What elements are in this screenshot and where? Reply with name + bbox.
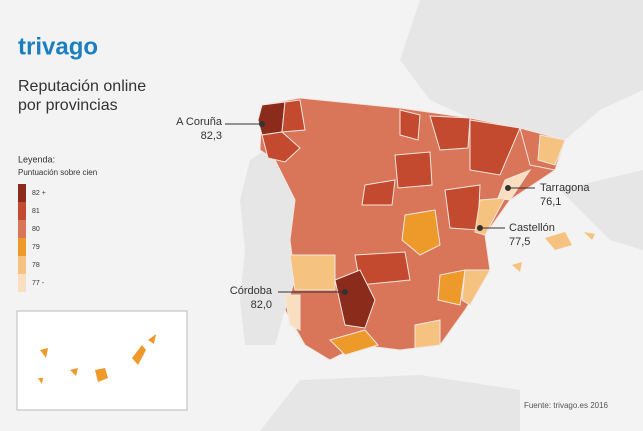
france xyxy=(400,0,643,140)
callout-dot xyxy=(259,121,265,127)
logo: trivago xyxy=(18,33,98,60)
callout-dot xyxy=(477,225,483,231)
title: Reputación online xyxy=(18,78,146,95)
island xyxy=(40,348,48,358)
callout-dot xyxy=(505,185,511,191)
province xyxy=(394,151,433,189)
africa xyxy=(260,375,520,431)
legend-label: 79 xyxy=(32,244,40,251)
legend-label: 80 xyxy=(32,226,40,233)
annotation-value: 82,0 xyxy=(251,299,272,311)
annotation-value: 82,3 xyxy=(201,130,222,142)
legend-label: 82 + xyxy=(32,190,46,197)
canary-islands xyxy=(38,334,156,384)
island xyxy=(95,368,108,382)
legend-swatch xyxy=(18,184,26,202)
annotation-value: 77,5 xyxy=(509,236,530,248)
callout-dot xyxy=(342,289,348,295)
province xyxy=(281,99,306,133)
province xyxy=(469,119,521,176)
italy-sardinia xyxy=(560,170,643,250)
island xyxy=(70,368,78,376)
source: Fuente: trivago.es 2016 xyxy=(524,401,609,410)
province xyxy=(329,329,379,356)
province xyxy=(334,269,376,329)
province xyxy=(257,101,286,136)
province xyxy=(461,269,491,306)
legend-title: Leyenda: xyxy=(18,154,55,164)
island xyxy=(148,334,156,344)
province xyxy=(289,254,336,291)
province xyxy=(429,115,471,151)
province xyxy=(361,179,396,206)
island xyxy=(132,345,146,365)
annotation-name: Tarragona xyxy=(540,182,590,194)
province xyxy=(284,294,301,331)
annotation-name: Córdoba xyxy=(230,285,273,297)
province xyxy=(399,109,421,141)
legend-label: 78 xyxy=(32,262,40,269)
legend-swatch xyxy=(18,238,26,256)
province xyxy=(497,168,532,201)
province xyxy=(414,319,441,349)
legend: 82 + 81 80 79 78 77 - xyxy=(18,184,46,292)
island xyxy=(584,232,595,240)
portugal xyxy=(240,150,295,345)
island xyxy=(38,378,43,384)
annotation-value: 76,1 xyxy=(540,196,561,208)
legend-label: 77 - xyxy=(32,280,45,287)
province xyxy=(474,197,506,236)
legend-swatch xyxy=(18,256,26,274)
province xyxy=(401,209,441,256)
legend-subtitle: Puntuación sobre cien xyxy=(18,168,97,177)
island xyxy=(545,232,572,250)
spain xyxy=(257,97,595,361)
province xyxy=(261,131,301,163)
island xyxy=(512,262,522,272)
legend-swatch xyxy=(18,202,26,220)
legend-swatch xyxy=(18,220,26,238)
legend-label: 81 xyxy=(32,208,40,215)
province xyxy=(444,184,481,231)
annotation-name: Castellón xyxy=(509,222,555,234)
canary-inset xyxy=(16,310,188,411)
province xyxy=(537,134,566,166)
callouts xyxy=(225,121,535,295)
legend-swatch xyxy=(18,274,26,292)
title: por provincias xyxy=(18,97,118,114)
province xyxy=(437,269,466,306)
annotation-name: A Coruña xyxy=(176,116,223,128)
